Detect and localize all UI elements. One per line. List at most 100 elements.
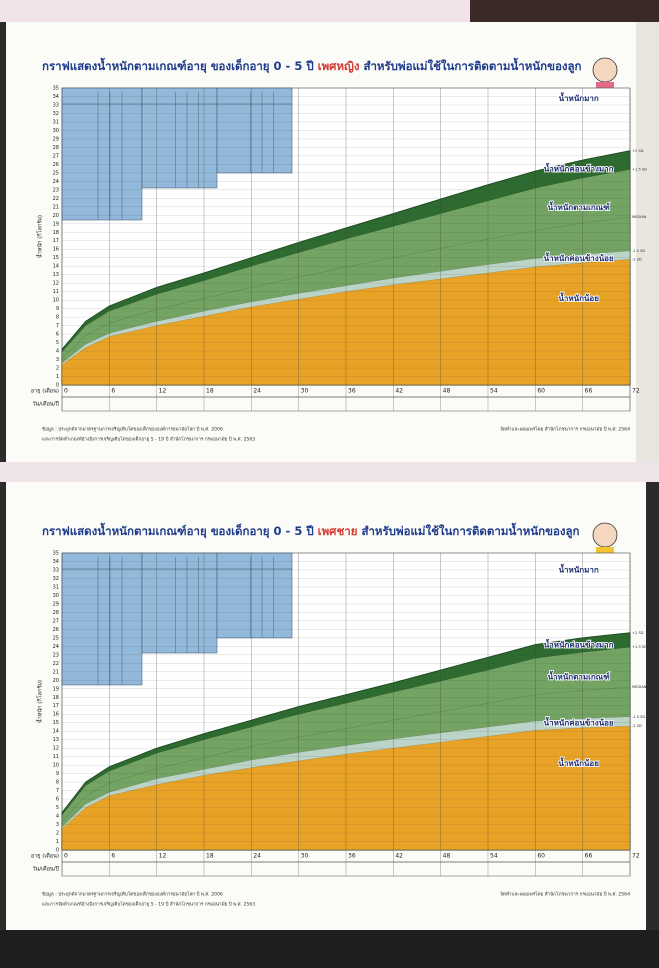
x-axis-label: อายุ (เดือน) bbox=[31, 388, 59, 395]
y-tick-label: 15 bbox=[53, 720, 59, 726]
y-tick-label: 17 bbox=[53, 703, 59, 709]
series-label: -1.5 SD bbox=[632, 249, 645, 253]
x-tick-label: 72 bbox=[632, 388, 640, 395]
y-tick-label: 8 bbox=[56, 780, 59, 786]
x-tick-label: 60 bbox=[537, 388, 545, 395]
band-label: น้ำหนักตามเกณฑ์ bbox=[548, 201, 611, 212]
x-tick-label: 6 bbox=[111, 388, 115, 395]
title-part: สำหรับพ่อแม่ใช้ในการติดตามน้ำหนักของลูก bbox=[361, 522, 579, 539]
table-edge bbox=[0, 930, 659, 968]
footnote: ข้อมูล : ประยุกต์จากมาตรฐานการเจริญเติบโ… bbox=[42, 890, 223, 898]
band-label: น้ำหนักน้อย bbox=[558, 757, 599, 768]
x-tick-label: 72 bbox=[632, 853, 640, 860]
x-tick-label: 0 bbox=[64, 388, 68, 395]
footnote: ข้อมูล : ประยุกต์จากมาตรฐานการเจริญเติบโ… bbox=[42, 425, 223, 433]
y-tick-label: 32 bbox=[53, 111, 59, 117]
paper-edge bbox=[0, 0, 470, 22]
y-tick-label: 31 bbox=[53, 584, 59, 590]
x-tick-label: 18 bbox=[206, 853, 214, 860]
series-label: +2 SD bbox=[632, 149, 644, 153]
table-edge bbox=[470, 0, 659, 22]
y-tick-label: 6 bbox=[56, 797, 59, 803]
y-tick-label: 34 bbox=[53, 94, 59, 100]
y-tick-label: 18 bbox=[53, 695, 59, 701]
x-tick-label: 18 bbox=[206, 388, 214, 395]
title-part: กราฟแสดงน้ำหนักตามเกณฑ์อายุ ของเด็กอายุ … bbox=[42, 57, 314, 74]
band-label: น้ำหนักค่อนข้างน้อย bbox=[544, 717, 614, 728]
y-tick-label: 9 bbox=[56, 306, 59, 312]
y-tick-label: 27 bbox=[53, 153, 59, 159]
y-tick-label: 15 bbox=[53, 255, 59, 261]
x-tick-label: 66 bbox=[585, 853, 593, 860]
record-table bbox=[141, 552, 218, 654]
y-tick-label: 16 bbox=[53, 712, 59, 718]
icon bbox=[596, 82, 614, 90]
y-tick-label: 23 bbox=[53, 187, 59, 193]
y-tick-label: 22 bbox=[53, 196, 59, 202]
y-tick-label: 18 bbox=[53, 230, 59, 236]
icon bbox=[592, 57, 618, 83]
x-tick-label: 66 bbox=[585, 388, 593, 395]
title-part: เพศชาย bbox=[318, 524, 358, 538]
credit: จัดทำและเผยแพร่โดย สำนักโภชนาการ กรมอนาม… bbox=[500, 891, 630, 898]
y-tick-label: 19 bbox=[53, 221, 59, 227]
record-table bbox=[141, 87, 218, 189]
band-label: น้ำหนักค่อนข้างมาก bbox=[544, 163, 614, 174]
poster-edge bbox=[636, 22, 659, 462]
x-tick-label: 54 bbox=[490, 853, 498, 860]
record-table bbox=[61, 552, 143, 686]
x-tick-label: 42 bbox=[395, 388, 403, 395]
y-tick-label: 21 bbox=[53, 204, 59, 210]
date-row bbox=[61, 861, 631, 877]
y-tick-label: 9 bbox=[56, 771, 59, 777]
y-tick-label: 2 bbox=[56, 831, 59, 837]
x-tick-label: 36 bbox=[348, 388, 356, 395]
y-tick-label: 8 bbox=[56, 315, 59, 321]
y-tick-label: 29 bbox=[53, 601, 59, 607]
title-part: เพศหญิง bbox=[318, 59, 360, 73]
x-tick-label: 42 bbox=[395, 853, 403, 860]
x-tick-label: 60 bbox=[537, 853, 545, 860]
y-tick-label: 19 bbox=[53, 686, 59, 692]
x-tick-label: 36 bbox=[348, 853, 356, 860]
date-row bbox=[61, 396, 631, 412]
title-part: กราฟแสดงน้ำหนักตามเกณฑ์อายุ ของเด็กอายุ … bbox=[42, 522, 314, 539]
y-tick-label: 12 bbox=[53, 746, 59, 752]
band-label: น้ำหนักค่อนข้างน้อย bbox=[544, 252, 614, 263]
y-tick-label: 21 bbox=[53, 669, 59, 675]
y-tick-label: 28 bbox=[53, 610, 59, 616]
y-tick-label: 6 bbox=[56, 332, 59, 338]
record-table bbox=[216, 87, 293, 174]
y-tick-label: 24 bbox=[53, 644, 59, 650]
y-tick-label: 1 bbox=[56, 839, 59, 845]
x-tick-label: 48 bbox=[443, 853, 451, 860]
y-tick-label: 27 bbox=[53, 618, 59, 624]
x-tick-label: 12 bbox=[159, 853, 167, 860]
band-label: น้ำหนักมาก bbox=[559, 563, 599, 574]
y-tick-label: 12 bbox=[53, 281, 59, 287]
y-tick-label: 13 bbox=[53, 272, 59, 278]
y-tick-label: 33 bbox=[53, 102, 59, 108]
title-part: สำหรับพ่อแม่ใช้ในการติดตามน้ำหนักของลูก bbox=[363, 57, 581, 74]
y-tick-label: 26 bbox=[53, 627, 59, 633]
y-tick-label: 0 bbox=[56, 848, 59, 854]
y-tick-label: 20 bbox=[53, 678, 59, 684]
series-label: +2 SD bbox=[632, 631, 644, 635]
footnote: และการจัดทำเกณฑ์อ้างอิงการเจริญเติบโตของ… bbox=[42, 900, 255, 908]
date-label: วัน/เดือน/ปี bbox=[32, 866, 59, 873]
series-label: -1.5 SD bbox=[632, 715, 645, 719]
x-tick-label: 48 bbox=[443, 388, 451, 395]
record-table bbox=[61, 87, 143, 221]
y-tick-label: 5 bbox=[56, 805, 59, 811]
y-tick-label: 7 bbox=[56, 788, 59, 794]
paper-edge bbox=[0, 462, 659, 482]
y-tick-label: 4 bbox=[56, 349, 59, 355]
y-tick-label: 7 bbox=[56, 323, 59, 329]
series-label: MEDIAN bbox=[632, 215, 647, 219]
y-tick-label: 14 bbox=[53, 264, 59, 270]
chart: กราฟแสดงน้ำหนักตามเกณฑ์อายุ ของเด็กอายุ … bbox=[31, 57, 647, 443]
x-tick-label: 30 bbox=[301, 853, 309, 860]
footnote: และการจัดทำเกณฑ์อ้างอิงการเจริญเติบโตของ… bbox=[42, 435, 255, 443]
credit: จัดทำและเผยแพร่โดย สำนักโภชนาการ กรมอนาม… bbox=[500, 426, 630, 433]
y-tick-label: 30 bbox=[53, 593, 59, 599]
